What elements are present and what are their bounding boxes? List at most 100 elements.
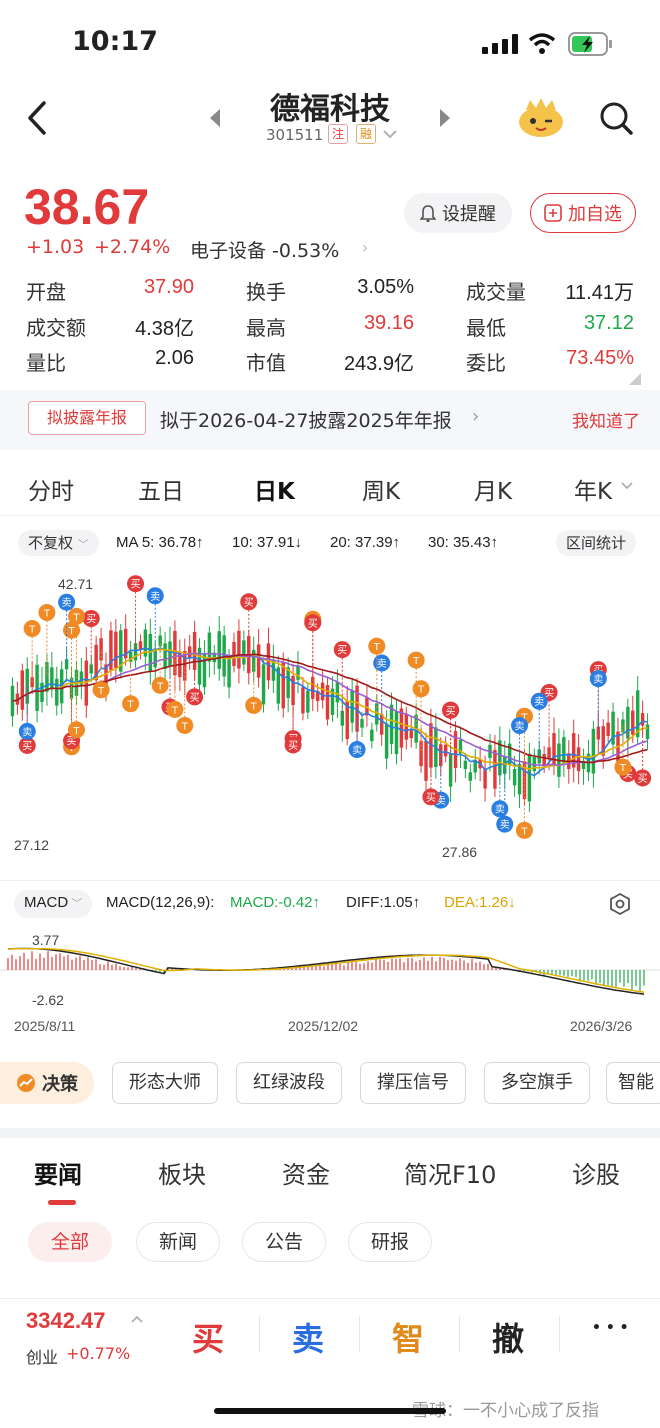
tool-button[interactable]: 红绿波段: [236, 1062, 342, 1104]
candle-body: [350, 690, 354, 723]
financing-tag: 融: [356, 124, 376, 144]
candle-body: [256, 644, 261, 678]
candle-body: [581, 760, 586, 770]
tool-button[interactable]: 撑压信号: [360, 1062, 466, 1104]
candle-body: [645, 724, 650, 740]
candle-body: [143, 629, 148, 657]
period-tab[interactable]: 日K: [254, 479, 295, 505]
signal-marker: [530, 692, 548, 710]
candle-body: [473, 759, 477, 773]
signal-marker: [284, 736, 302, 754]
dismiss-notice-button[interactable]: 我知道了: [572, 412, 640, 432]
smart-trade-button[interactable]: 智: [392, 1320, 425, 1358]
candle-body: [330, 688, 335, 715]
index-change: +0.77%: [66, 1344, 131, 1363]
indicator-select[interactable]: MACD ﹀: [14, 890, 93, 918]
range-stats-button[interactable]: 区间统计: [556, 530, 637, 556]
home-indicator[interactable]: [214, 1408, 446, 1414]
news-tab[interactable]: 诊股: [572, 1161, 620, 1189]
signal-marker-label: 买: [244, 597, 254, 609]
signal-marker: [186, 688, 204, 706]
news-tab[interactable]: 要闻: [34, 1161, 82, 1189]
news-filter-chip[interactable]: 全部: [28, 1222, 112, 1262]
candle-body: [325, 685, 330, 720]
candle-body: [109, 630, 113, 671]
signal-marker: [245, 696, 263, 714]
cancel-order-button[interactable]: 撤: [492, 1320, 525, 1358]
candle-body: [138, 641, 143, 650]
decision-button[interactable]: 决策: [0, 1062, 94, 1104]
candle-body: [183, 650, 187, 681]
notice-text[interactable]: 拟于2026-04-27披露2025年年报: [160, 410, 452, 432]
chevron-up-icon[interactable]: [130, 1314, 144, 1324]
candle-body: [458, 739, 463, 754]
signal-marker-label: 卖: [534, 696, 544, 708]
chevron-down-icon[interactable]: [382, 128, 398, 140]
prev-stock-icon[interactable]: [208, 108, 222, 128]
period-tab[interactable]: 五日: [138, 479, 184, 505]
back-icon[interactable]: [26, 100, 48, 136]
more-menu-button[interactable]: • • •: [592, 1320, 629, 1336]
index-value[interactable]: 3342.47: [26, 1308, 106, 1333]
tool-button[interactable]: 智能: [606, 1062, 660, 1104]
candle-body: [55, 678, 59, 706]
kline-chart[interactable]: TTTT卖买T买卖买T卖买TT买买买卖卖卖买买买T买T卖T买买买买卖卖买TTT卖…: [0, 565, 660, 865]
period-tab[interactable]: 月K: [474, 479, 513, 505]
news-filter-chip[interactable]: 研报: [348, 1222, 432, 1262]
period-tab[interactable]: 分时: [28, 479, 74, 505]
candle-body: [261, 664, 266, 705]
candle-body: [45, 662, 49, 692]
candle-body: [192, 631, 197, 670]
news-filter-chip[interactable]: 公告: [242, 1222, 326, 1262]
candle-body: [443, 744, 448, 757]
divider: [0, 880, 660, 881]
stat-value: 37.90: [143, 276, 194, 298]
stat-value: 3.05%: [357, 276, 414, 298]
mascot-icon[interactable]: [516, 96, 566, 140]
tool-button[interactable]: 形态大师: [112, 1062, 218, 1104]
divider: [359, 1316, 360, 1352]
adjust-select[interactable]: 不复权 ﹀: [18, 530, 99, 556]
macd-chart[interactable]: [0, 922, 660, 1012]
candle-body: [202, 652, 207, 688]
period-tab[interactable]: 年K: [574, 479, 613, 505]
candle-body: [286, 667, 290, 698]
signal-marker: [176, 716, 194, 734]
signal-marker-label: 卖: [62, 597, 72, 609]
signal-marker-label: 买: [308, 618, 318, 630]
news-tab[interactable]: 简况F10: [404, 1161, 497, 1189]
price-change-pct: +2.74%: [94, 236, 171, 258]
period-tab[interactable]: 周K: [362, 479, 401, 505]
signal-marker-label: 买: [623, 769, 633, 781]
candle-body: [635, 690, 640, 738]
tool-button[interactable]: 多空旗手: [484, 1062, 590, 1104]
sell-button[interactable]: 卖: [292, 1320, 325, 1358]
news-tab[interactable]: 板块: [158, 1161, 206, 1189]
low-mark-label: 27.86: [442, 844, 478, 860]
candle-body: [389, 704, 394, 744]
next-stock-icon[interactable]: [438, 108, 452, 128]
candle-body: [320, 682, 325, 701]
set-alert-button[interactable]: 设提醒: [404, 193, 512, 233]
news-tab[interactable]: 资金: [282, 1161, 330, 1189]
search-icon[interactable]: [598, 100, 634, 136]
chevron-down-icon[interactable]: [620, 481, 634, 491]
signal-marker: [82, 609, 100, 627]
candle-body: [611, 711, 615, 745]
candle-body: [207, 632, 212, 662]
divider: [259, 1316, 260, 1352]
sector-link[interactable]: 电子设备 -0.53%: [190, 240, 340, 262]
add-watchlist-button[interactable]: 加自选: [530, 193, 636, 233]
expand-corner-icon[interactable]: [628, 372, 642, 386]
signal-marker: [58, 593, 76, 611]
buy-button[interactable]: 买: [192, 1320, 225, 1358]
signal-marker-label: 买: [638, 773, 648, 785]
candle-body: [35, 664, 39, 711]
signal-marker-label: 买: [288, 740, 298, 752]
candle-body: [384, 723, 389, 759]
signal-marker-label: 买: [446, 705, 456, 717]
news-filter-chip[interactable]: 新闻: [136, 1222, 220, 1262]
settings-icon[interactable]: [608, 892, 632, 916]
signal-marker: [511, 717, 529, 735]
candle-body: [281, 661, 285, 709]
